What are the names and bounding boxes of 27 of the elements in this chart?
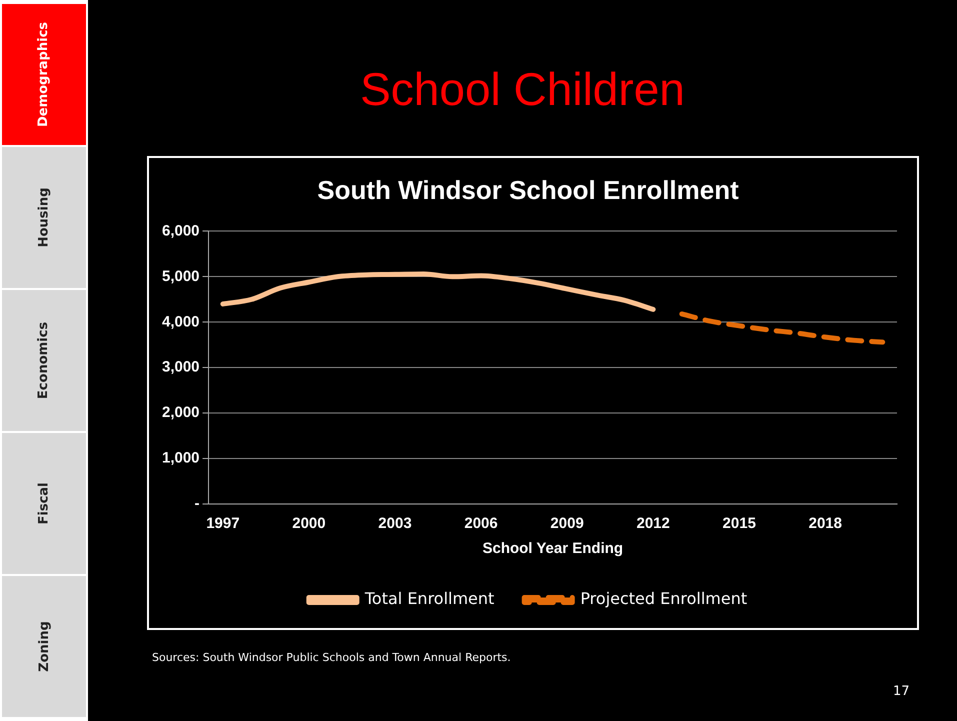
y-tick-label: 6,000 [162, 222, 200, 240]
y-tick-label: 2,000 [162, 404, 200, 422]
text: Economics [36, 322, 52, 400]
text: Housing [36, 188, 52, 248]
chart-subtitle: South Windsor School Enrollment [317, 174, 740, 205]
legend-label: Total Enrollment [364, 589, 494, 608]
x-tick-label: 2018 [808, 515, 842, 532]
source-note: Sources: South Windsor Public Schools and Town Annual Reports. [152, 651, 511, 664]
x-tick-label: 2003 [378, 515, 412, 532]
x-tick-label: 2000 [292, 515, 326, 532]
y-tick-label: - [194, 495, 200, 512]
text: 17 [893, 684, 910, 699]
y-tick-label: 4,000 [162, 313, 200, 330]
y-tick-label: 1,000 [162, 450, 200, 467]
x-tick-label: 2009 [550, 515, 584, 532]
y-tick-label: 3,000 [162, 358, 200, 376]
chart-title: School Children [359, 62, 686, 116]
text: Zoning [36, 621, 52, 672]
text: Fiscal [36, 482, 52, 525]
x-tick-label: 1997 [206, 515, 240, 532]
x-tick-label: 2015 [722, 515, 756, 532]
y-tick-label: 5,000 [162, 268, 200, 285]
x-axis-title: School Year Ending [482, 540, 624, 558]
text: Demographics [36, 22, 52, 128]
x-tick-label: 2006 [464, 515, 498, 532]
legend-label: Projected Enrollment [580, 589, 748, 608]
x-tick-label: 2012 [636, 515, 670, 532]
